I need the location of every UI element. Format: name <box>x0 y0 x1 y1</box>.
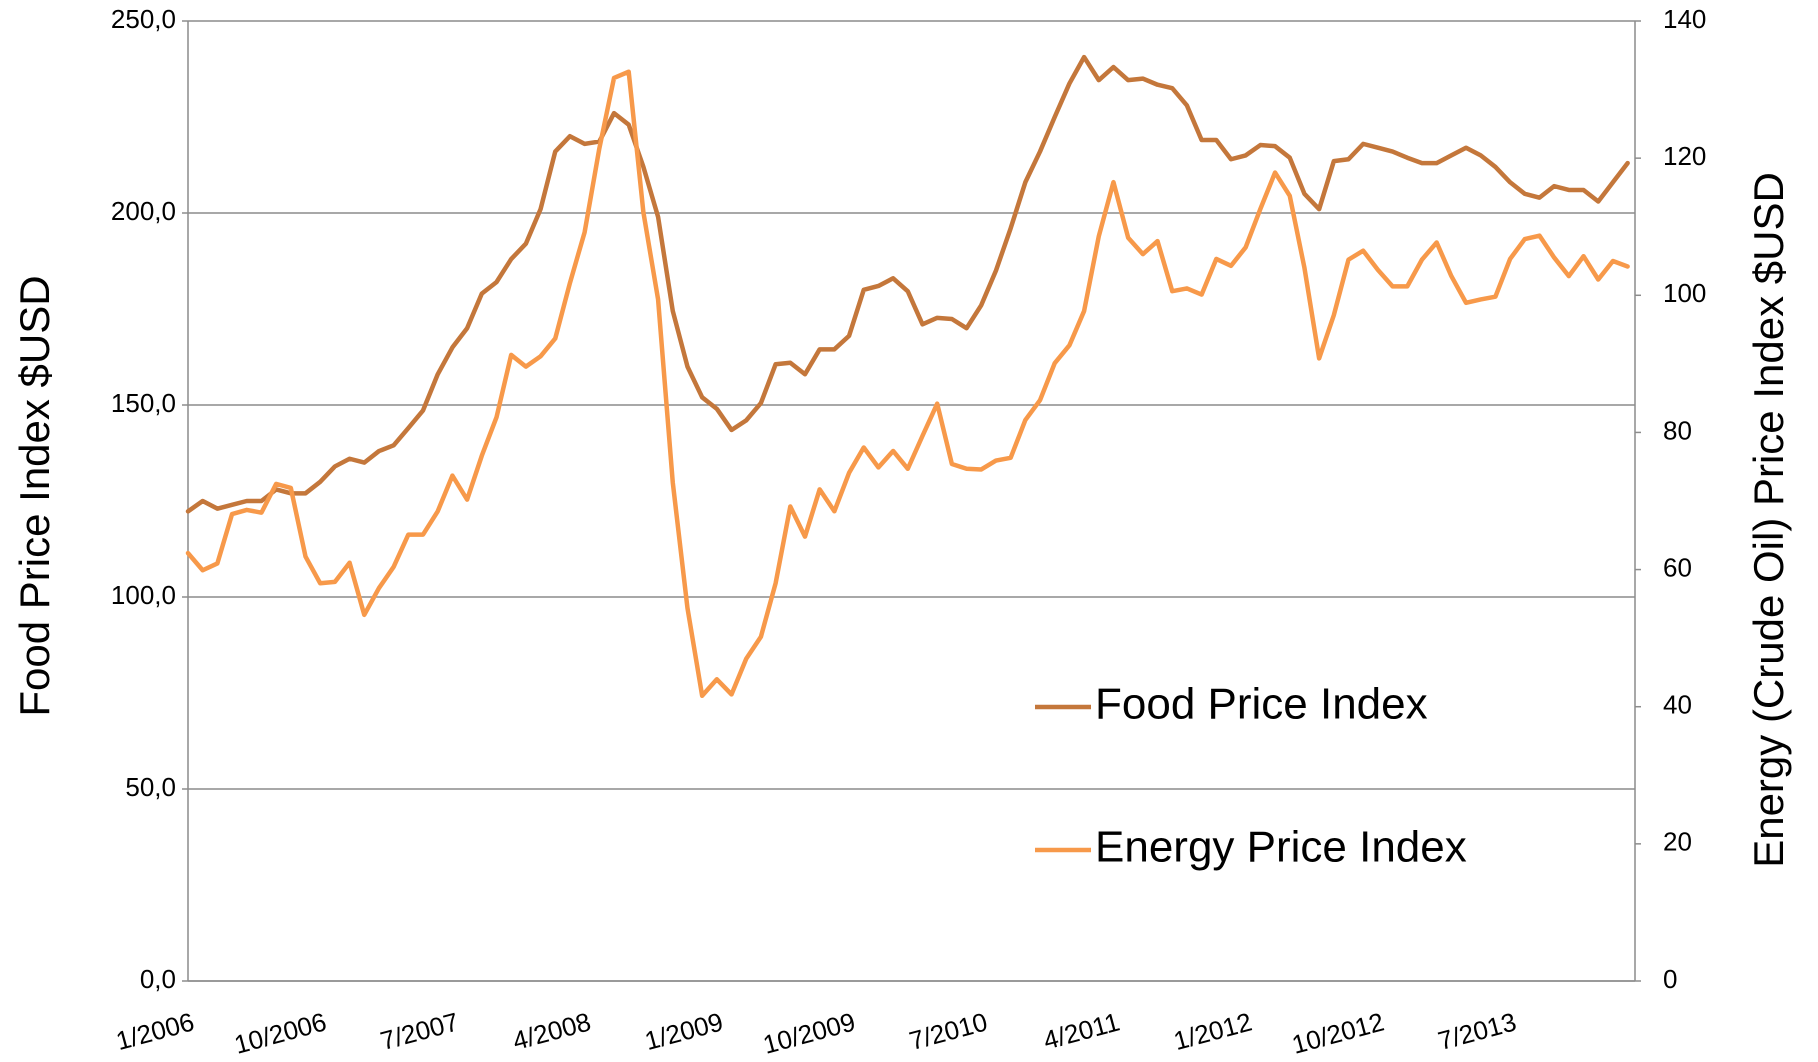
legend-label: Energy Price Index <box>1095 823 1467 872</box>
y2-tick-label: 140 <box>1663 4 1706 34</box>
y2-axis-title: Energy (Crude Oil) Price Index $USD <box>1745 172 1792 868</box>
series-line <box>185 54 1630 514</box>
y-axis-title: Food Price Index $USD <box>11 275 58 716</box>
y-tick-label: 0,0 <box>140 964 176 994</box>
y-tick-label: 250,0 <box>111 4 176 34</box>
x-tick-label: 10/2006 <box>231 1006 330 1059</box>
y2-tick-label: 100 <box>1663 278 1706 308</box>
x-tick-label: 1/2006 <box>113 1006 198 1056</box>
x-tick-label: 4/2011 <box>1040 1006 1123 1055</box>
x-tick-label: 1/2012 <box>1170 1006 1255 1056</box>
x-tick-label: 7/2013 <box>1435 1006 1520 1056</box>
x-tick-label: 4/2008 <box>509 1006 594 1056</box>
y2-tick-label: 60 <box>1663 552 1692 582</box>
x-tick-label: 10/2012 <box>1289 1006 1388 1059</box>
series-line <box>185 69 1630 698</box>
y-tick-label: 100,0 <box>111 580 176 610</box>
y2-tick-label: 120 <box>1663 141 1706 171</box>
x-tick-label: 7/2007 <box>377 1006 462 1056</box>
x-tick-label: 10/2009 <box>760 1006 859 1059</box>
y-tick-label: 200,0 <box>111 196 176 226</box>
y2-tick-label: 0 <box>1663 964 1677 994</box>
y2-tick-label: 20 <box>1663 827 1692 857</box>
legend-label: Food Price Index <box>1095 680 1428 729</box>
y-tick-label: 50,0 <box>125 772 176 802</box>
x-tick-label: 7/2010 <box>906 1006 991 1056</box>
y-tick-label: 150,0 <box>111 388 176 418</box>
y2-tick-label: 40 <box>1663 690 1692 720</box>
y2-tick-label: 80 <box>1663 415 1692 445</box>
x-tick-label: 1/2009 <box>642 1006 727 1056</box>
